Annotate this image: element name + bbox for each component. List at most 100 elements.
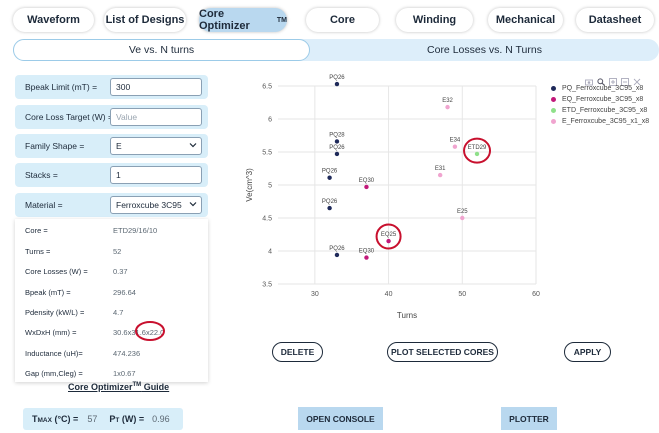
footer-stats: TMAX (°C) = 57 PT (W) = 0.96 — [23, 408, 183, 430]
pt-sub: T — [115, 417, 120, 424]
data-point — [474, 151, 480, 157]
tab-winding-label: Winding — [412, 14, 457, 26]
chart-legend: PQ_Ferroxcube_3C95_x8 EQ_Ferroxcube_3C95… — [551, 83, 649, 127]
tab-list-of-designs[interactable]: List of Designs — [104, 8, 186, 32]
legend-label: EQ_Ferroxcube_3C95_x8 — [562, 96, 644, 103]
result-value: 30.6x31.6x22.0 — [113, 327, 165, 337]
delete-button[interactable]: DELETE — [272, 342, 323, 362]
reset-axes-icon[interactable] — [633, 78, 641, 86]
tab-datasheet[interactable]: Datasheet — [576, 8, 654, 32]
point-label: E32 — [442, 98, 453, 104]
data-point — [452, 144, 458, 149]
core-optimizer-guide-link[interactable]: Core OptimizerTM Guide — [68, 382, 169, 392]
chevron-down-icon — [189, 143, 197, 148]
result-label: Inductance (uH)= — [25, 348, 83, 358]
point-label: E34 — [450, 138, 461, 144]
material-row: Material = Ferroxcube 3C95 — [15, 193, 208, 217]
material-select[interactable]: Ferroxcube 3C95 — [110, 196, 202, 214]
data-point — [445, 104, 450, 110]
result-label: Bpeak (mT) = — [25, 287, 71, 297]
legend-label: PQ_Ferroxcube_3C95_x8 — [562, 85, 644, 92]
guide-suffix: Guide — [141, 382, 170, 392]
highlight-circle — [463, 137, 492, 164]
legend-item[interactable]: PQ_Ferroxcube_3C95_x8 — [551, 83, 649, 94]
point-label: E31 — [435, 166, 446, 172]
data-point — [460, 215, 465, 221]
data-point — [364, 255, 369, 260]
bpeak-limit-input[interactable]: 300 — [110, 78, 202, 96]
material-label: Material = — [25, 200, 63, 210]
tab-mechanical[interactable]: Mechanical — [488, 8, 563, 32]
y-tick-label: 6.5 — [262, 84, 272, 91]
core-loss-target-input[interactable]: Value — [110, 108, 202, 126]
plot-selected-label: PLOT SELECTED CORES — [391, 347, 494, 357]
guide-text: Core Optimizer — [68, 382, 133, 392]
data-point — [386, 238, 391, 244]
subtab-ve-vs-turns[interactable]: Ve vs. N turns — [13, 39, 310, 61]
results-panel: Core = ETD29/16/10 Turns = 52 Core Losse… — [15, 219, 208, 382]
tab-waveform[interactable]: Waveform — [13, 8, 94, 32]
legend-marker — [551, 119, 556, 124]
plot-selected-cores-button[interactable]: PLOT SELECTED CORES — [387, 342, 498, 362]
tab-winding[interactable]: Winding — [396, 8, 473, 32]
plot-toolbar — [585, 78, 641, 86]
point-label: PQ26 — [329, 145, 345, 151]
y-tick-label: 3.5 — [262, 282, 272, 289]
legend-marker — [551, 97, 556, 102]
tmax-sub: MAX — [37, 417, 52, 424]
tab-list-of-designs-label: List of Designs — [105, 14, 185, 26]
apply-button[interactable]: APPLY — [564, 342, 611, 362]
data-point — [364, 184, 369, 190]
result-value: 474.236 — [113, 348, 141, 358]
plotter-label: PLOTTER — [509, 413, 549, 424]
camera-icon[interactable] — [585, 78, 593, 86]
plotter-button[interactable]: PLOTTER — [501, 407, 557, 430]
core-loss-target-row: Core Loss Target (W) = Value — [15, 105, 208, 129]
legend-label: ETD_Ferroxcube_3C95_x8 — [562, 107, 648, 114]
tab-waveform-label: Waveform — [27, 14, 80, 26]
pt-value: 0.96 — [152, 414, 170, 424]
legend-item[interactable]: EQ_Ferroxcube_3C95_x8 — [551, 94, 649, 105]
legend-item[interactable]: ETD_Ferroxcube_3C95_x8 — [551, 105, 649, 116]
point-label: PQ28 — [329, 132, 345, 138]
trademark-sup: TM — [276, 16, 287, 24]
ve-vs-turns-chart: 3.5 4 4.5 5 5.5 6 6.5 30 40 50 60 Turns Ve(cm^3) PQ26… — [245, 75, 540, 320]
data-point — [327, 175, 332, 180]
x-tick-label: 60 — [532, 291, 540, 298]
tab-datasheet-label: Datasheet — [588, 14, 642, 26]
result-label: Pdensity (kW/L) = — [25, 307, 85, 317]
family-shape-row: Family Shape = E — [15, 134, 208, 158]
subtab-core-losses-vs-turns[interactable]: Core Losses vs. N Turns — [310, 39, 659, 61]
result-label: Turns = — [25, 246, 51, 256]
zoom-out-icon[interactable] — [621, 78, 629, 86]
pt-unit: (W) = — [119, 414, 145, 424]
family-shape-value: E — [116, 141, 122, 151]
y-tick-label: 4 — [268, 249, 272, 256]
data-point — [437, 172, 443, 178]
family-shape-select[interactable]: E — [110, 137, 202, 155]
legend-item[interactable]: E_Ferroxcube_3C95_x1_x8 — [551, 116, 649, 127]
point-label: PQ26 — [329, 75, 345, 81]
x-tick-label: 40 — [385, 291, 393, 298]
point-label: E25 — [457, 209, 468, 215]
tab-mechanical-label: Mechanical — [495, 14, 556, 26]
x-axis-title: Turns — [397, 311, 417, 320]
point-label: PQ26 — [322, 169, 338, 175]
tab-core-optimizer[interactable]: Core Optimizer TM — [199, 8, 287, 32]
data-point — [334, 252, 340, 258]
zoom-in-icon[interactable] — [609, 78, 617, 86]
tab-core[interactable]: Core — [306, 8, 379, 32]
y-tick-label: 5.5 — [262, 150, 272, 157]
family-shape-label: Family Shape = — [25, 141, 85, 151]
stacks-row: Stacks = 1 — [15, 163, 208, 187]
data-point — [334, 151, 340, 157]
subtab-ve-label: Ve vs. N turns — [128, 44, 195, 56]
point-label: EQ25 — [381, 232, 397, 238]
result-label: Core = — [25, 225, 48, 235]
tab-core-label: Core — [329, 14, 356, 26]
highlight-circle — [135, 321, 165, 341]
tmax-unit: (°C) = — [51, 414, 79, 424]
zoom-icon[interactable] — [597, 78, 605, 86]
stacks-input[interactable]: 1 — [110, 166, 202, 184]
open-console-button[interactable]: OPEN CONSOLE — [298, 407, 383, 430]
